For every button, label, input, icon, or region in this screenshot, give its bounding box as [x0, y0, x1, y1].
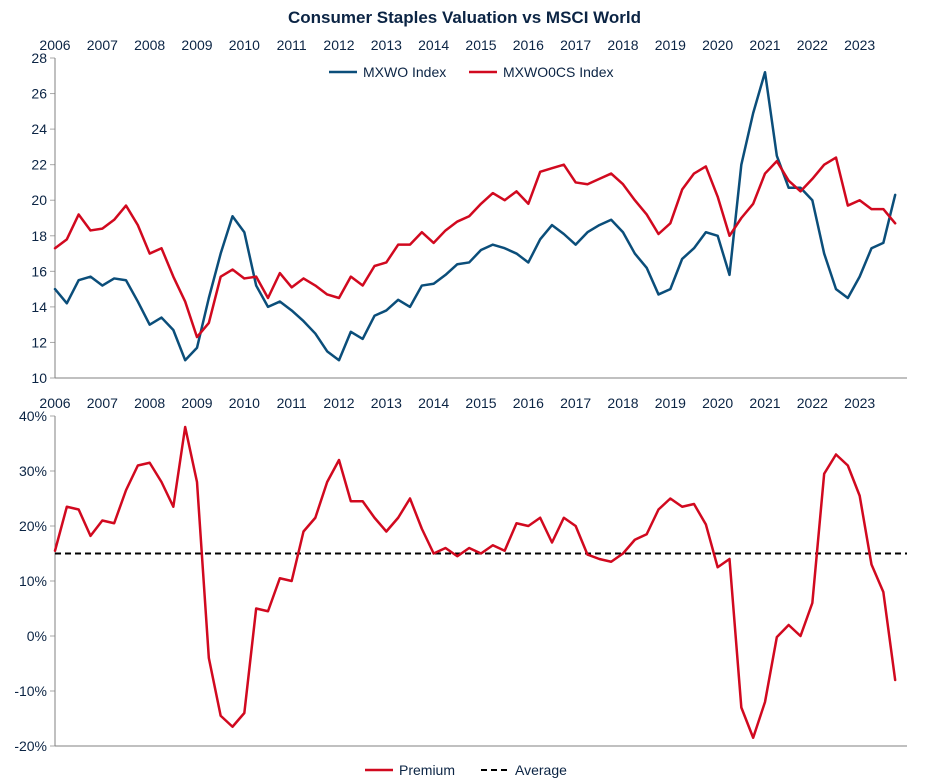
- svg-text:2020: 2020: [702, 395, 733, 411]
- svg-text:2015: 2015: [465, 395, 496, 411]
- svg-text:2014: 2014: [418, 395, 449, 411]
- bottom-chart-svg: -20%-10%0%10%20%30%40%200620072008200920…: [0, 0, 929, 784]
- svg-text:-20%: -20%: [14, 738, 47, 754]
- svg-text:2019: 2019: [655, 395, 686, 411]
- svg-text:2008: 2008: [134, 395, 165, 411]
- svg-text:2012: 2012: [323, 395, 354, 411]
- svg-text:2006: 2006: [39, 395, 70, 411]
- svg-text:2009: 2009: [181, 395, 212, 411]
- svg-text:2018: 2018: [607, 395, 638, 411]
- svg-text:2010: 2010: [229, 395, 260, 411]
- svg-text:20%: 20%: [19, 518, 47, 534]
- svg-text:2007: 2007: [87, 395, 118, 411]
- svg-text:30%: 30%: [19, 463, 47, 479]
- svg-text:2011: 2011: [277, 395, 307, 411]
- svg-text:2017: 2017: [560, 395, 591, 411]
- svg-text:2013: 2013: [371, 395, 402, 411]
- svg-text:2021: 2021: [749, 395, 780, 411]
- svg-text:2023: 2023: [844, 395, 875, 411]
- svg-text:0%: 0%: [27, 628, 47, 644]
- svg-text:2022: 2022: [797, 395, 828, 411]
- svg-text:Average: Average: [515, 762, 567, 778]
- svg-text:Premium: Premium: [399, 762, 455, 778]
- svg-text:-10%: -10%: [14, 683, 47, 699]
- svg-text:10%: 10%: [19, 573, 47, 589]
- svg-text:2016: 2016: [513, 395, 544, 411]
